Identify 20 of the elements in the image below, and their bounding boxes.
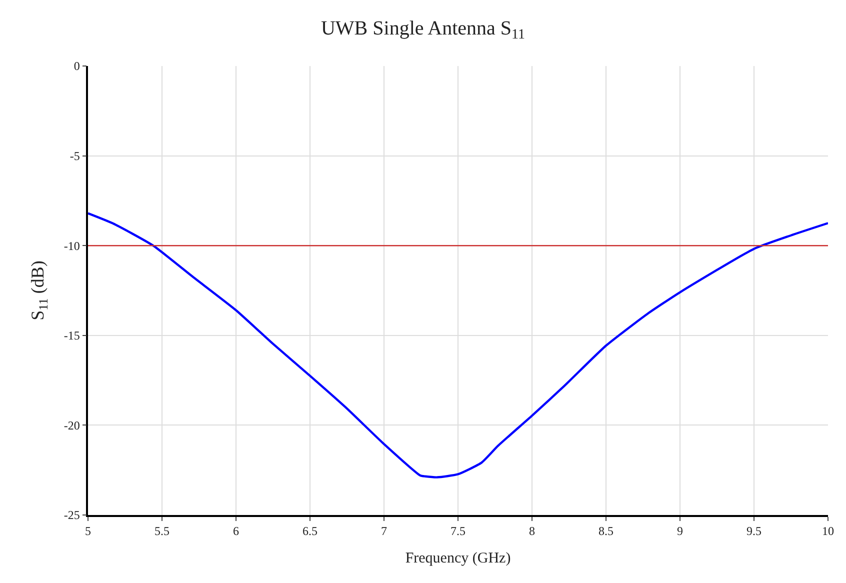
x-tick-label: 5.5 <box>154 524 170 538</box>
y-tick-label: -15 <box>64 328 80 343</box>
y-tick-label: -20 <box>64 418 80 432</box>
x-tick-label: 9.5 <box>746 524 762 538</box>
x-tick-label: 6 <box>233 524 239 538</box>
y-tick-label: -10 <box>64 238 80 253</box>
y-tick-label: 0 <box>74 59 80 74</box>
x-tick-label: 7 <box>381 524 387 538</box>
y-tick-label: -25 <box>64 508 80 522</box>
x-tick-label: 6.5 <box>302 524 318 538</box>
line-series <box>88 212 828 478</box>
x-tick-label: 9 <box>677 524 683 538</box>
x-tick-label: 8.5 <box>598 524 614 538</box>
y-tick-label: -5 <box>70 149 80 163</box>
x-tick-label: 7.5 <box>450 524 466 538</box>
chart-title: UWB Single Antenna S$_{11}$ <box>320 17 526 43</box>
x-tick-label: 8 <box>529 524 535 538</box>
x-axis-title: Frequency (GHz) <box>405 550 511 567</box>
x-tick-label: 5 <box>85 524 91 538</box>
x-tick-label: 10 <box>822 524 834 538</box>
